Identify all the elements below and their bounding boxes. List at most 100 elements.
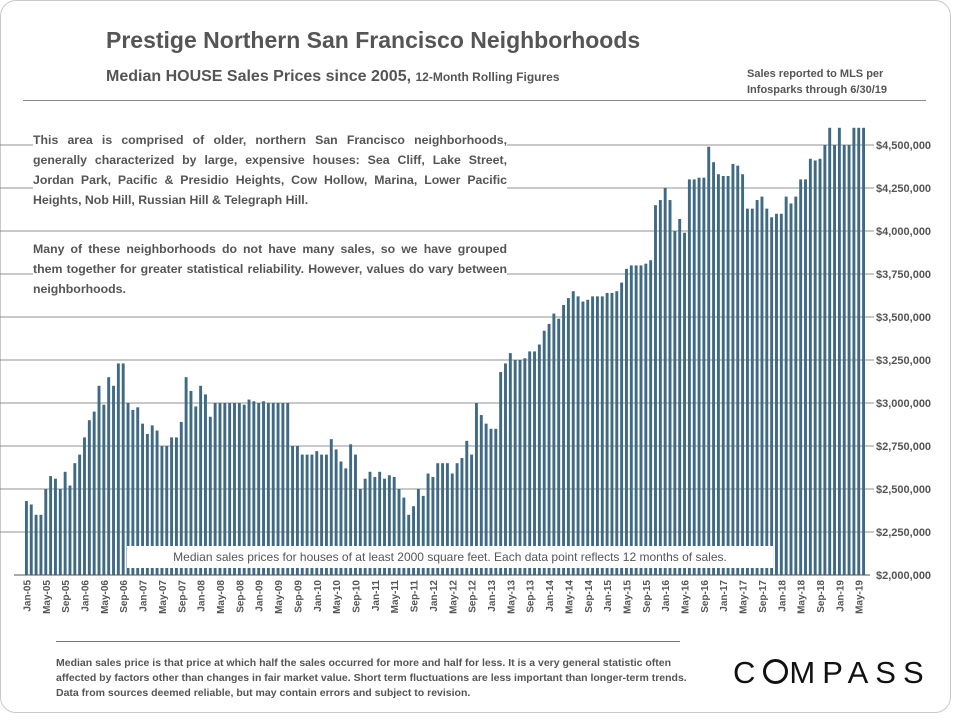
x-tick-label: May-07 — [158, 580, 169, 614]
bar — [155, 430, 159, 575]
bar — [784, 196, 788, 575]
bar — [378, 471, 382, 575]
x-tick-label: Jan-13 — [487, 580, 498, 612]
bar — [712, 162, 716, 575]
bar — [131, 409, 135, 575]
bar — [591, 296, 595, 575]
x-tick-label: May-19 — [855, 580, 866, 614]
bar — [387, 475, 391, 575]
bar — [397, 489, 401, 575]
bar — [683, 232, 686, 575]
source-line-2: Infosparks through 6/30/19 — [747, 84, 887, 96]
bar — [605, 292, 609, 575]
bar — [668, 200, 672, 576]
bar — [465, 440, 469, 575]
x-tick-label: Sep-11 — [410, 580, 421, 613]
grouping-note: Many of these neighborhoods do not have … — [33, 239, 507, 299]
chart-subtitle: Median HOUSE Sales Prices since 2005, 12… — [106, 68, 560, 86]
bar — [305, 454, 309, 575]
bar — [44, 489, 48, 575]
chart-note: Median sales prices for houses of at lea… — [127, 546, 773, 568]
bar — [508, 353, 512, 575]
x-tick-label: Jan-15 — [603, 580, 614, 612]
bar — [475, 403, 478, 575]
bar — [857, 127, 861, 576]
bar — [576, 296, 580, 575]
bar — [808, 158, 812, 575]
bar — [368, 471, 372, 575]
bar — [257, 403, 261, 575]
bar — [107, 377, 111, 575]
y-tick-label: $2,750,000 — [876, 441, 931, 453]
bar — [344, 468, 348, 575]
x-tick-label: Sep-10 — [351, 580, 362, 613]
bar — [34, 514, 38, 575]
bar — [513, 360, 517, 575]
x-tick-label: May-17 — [739, 580, 750, 614]
bar — [837, 127, 841, 576]
bar — [363, 478, 367, 575]
bar — [537, 344, 541, 575]
bar — [639, 265, 643, 575]
bar — [213, 403, 217, 575]
bar — [518, 360, 522, 575]
bar — [455, 463, 459, 575]
bar — [247, 399, 251, 575]
y-tick-label: $4,500,000 — [876, 140, 931, 152]
bar — [112, 385, 115, 575]
bar — [479, 415, 483, 575]
bar — [804, 179, 807, 575]
bar — [697, 177, 701, 575]
bar — [295, 446, 299, 575]
x-tick-label: May-08 — [216, 580, 227, 614]
x-tick-label: May-15 — [622, 580, 633, 614]
bar — [402, 497, 406, 575]
bar — [852, 127, 856, 576]
x-tick-label: Jan-12 — [429, 580, 440, 612]
y-tick-label: $3,250,000 — [876, 355, 931, 367]
x-tick-label: Jan-17 — [719, 580, 730, 612]
x-axis-ticks: Jan-05 May-05 Sep-05 Jan-06 May-06 Sep-06 Jan-… — [22, 580, 865, 614]
bar — [842, 145, 846, 575]
x-tick-label: May-12 — [448, 580, 459, 614]
bar — [504, 363, 507, 575]
bar — [87, 420, 91, 575]
bar — [266, 403, 270, 575]
x-tick-label: May-09 — [274, 580, 285, 614]
bar — [566, 298, 570, 575]
bar — [189, 390, 193, 575]
bar — [499, 372, 503, 575]
bar — [242, 404, 246, 575]
bar — [228, 403, 232, 575]
footer-disclaimer: Median sales price is that price at whic… — [56, 657, 687, 699]
bar — [741, 174, 745, 576]
y-tick-label: $3,750,000 — [876, 269, 931, 281]
bar — [300, 454, 304, 575]
x-tick-label: Sep-14 — [584, 580, 595, 613]
bar — [581, 301, 585, 575]
bar — [126, 403, 130, 575]
bar — [571, 291, 575, 575]
x-tick-label: Jan-05 — [22, 580, 33, 612]
bar — [194, 406, 198, 575]
y-tick-label: $3,500,000 — [876, 312, 931, 324]
x-tick-label: May-06 — [100, 580, 111, 614]
x-tick-label: Sep-07 — [177, 580, 188, 613]
bar — [610, 292, 614, 575]
bar — [828, 127, 832, 576]
bar — [291, 446, 295, 575]
x-tick-label: May-16 — [681, 580, 692, 614]
bar — [755, 200, 759, 576]
bar — [799, 179, 803, 575]
bar — [629, 265, 633, 575]
logo-letter-c: C — [733, 655, 763, 690]
subtitle-main: Median HOUSE Sales Prices since 2005, — [106, 68, 412, 85]
bar — [721, 175, 725, 575]
y-tick-label: $2,500,000 — [876, 484, 931, 496]
bar — [24, 501, 28, 575]
bar — [170, 437, 174, 575]
bar — [324, 454, 328, 575]
bar — [68, 485, 72, 575]
bar — [160, 446, 164, 575]
bar — [184, 377, 188, 575]
